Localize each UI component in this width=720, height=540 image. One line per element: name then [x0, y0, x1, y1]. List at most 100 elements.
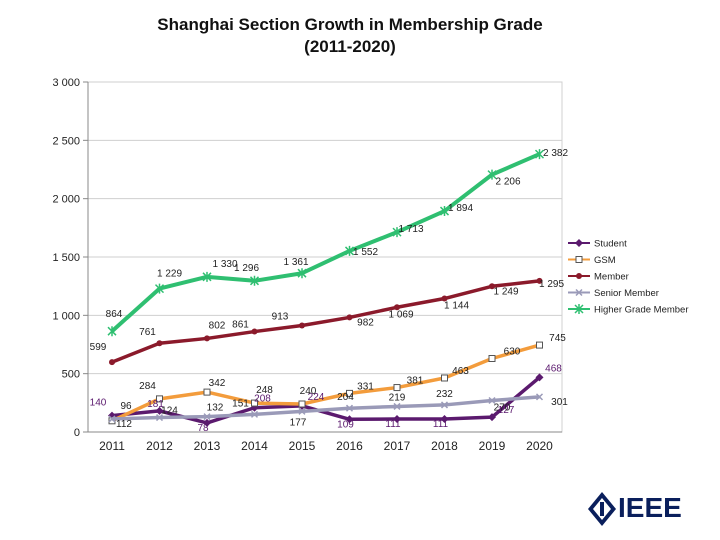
- series-lines: [107, 149, 545, 427]
- data-label: 2 382: [543, 148, 568, 159]
- data-label: 181: [147, 399, 164, 410]
- data-point: [156, 340, 163, 347]
- data-point: [251, 399, 258, 407]
- data-point: [156, 395, 163, 403]
- x-tick-label: 2013: [194, 439, 221, 453]
- ieee-logo-icon: [588, 492, 616, 526]
- data-label: 463: [452, 366, 469, 377]
- series-member: [109, 277, 543, 366]
- data-labels: 140 181 78 208 224 109 111 111 127 468 96 284 342 248…: [90, 148, 569, 434]
- data-label: 232: [436, 389, 453, 400]
- data-label: 124: [161, 406, 178, 417]
- data-label: 127: [498, 405, 515, 416]
- data-label: 270: [494, 403, 511, 414]
- chart-title-line1: Shanghai Section Growth in Membership Gr…: [157, 15, 543, 34]
- data-point: [574, 304, 584, 314]
- legend-label: GSM: [594, 255, 616, 266]
- data-point: [393, 415, 401, 424]
- data-label: 913: [272, 311, 289, 322]
- data-label: 745: [549, 333, 566, 344]
- data-label: 78: [197, 423, 209, 434]
- data-point: [298, 400, 306, 408]
- data-point: [535, 373, 544, 382]
- data-label: 1 894: [448, 203, 473, 214]
- data-point: [345, 404, 354, 412]
- chart-title: Shanghai Section Growth in Membership Gr…: [100, 14, 600, 58]
- y-tick-label: 2 000: [52, 194, 80, 206]
- data-label: 224: [308, 392, 325, 403]
- y-tick-label: 2 500: [52, 135, 80, 147]
- data-point: [488, 413, 496, 422]
- data-label: 1 330: [212, 259, 237, 270]
- legend-label: Higher Grade Member: [594, 305, 689, 316]
- data-label: 1 249: [493, 286, 518, 297]
- data-point: [575, 239, 583, 247]
- legend-label: Member: [594, 272, 629, 283]
- data-label: 151: [232, 398, 249, 409]
- data-label: 248: [256, 385, 273, 396]
- data-point: [440, 415, 449, 424]
- data-label: 381: [407, 376, 424, 387]
- data-label: 630: [504, 347, 521, 358]
- data-point: [344, 245, 355, 256]
- data-point: [575, 288, 583, 297]
- data-label: 1 296: [234, 263, 259, 274]
- ieee-logo-text: IEEE: [618, 492, 682, 523]
- data-label: 219: [389, 392, 406, 403]
- data-point: [392, 227, 402, 238]
- data-label: 177: [290, 417, 307, 428]
- legend-label: Student: [594, 239, 627, 250]
- data-point: [441, 374, 448, 382]
- data-label: 284: [139, 381, 156, 392]
- x-tick-label: 2017: [384, 439, 411, 453]
- data-point: [299, 322, 305, 329]
- data-point: [249, 275, 260, 286]
- series-line: [111, 343, 540, 423]
- data-point: [489, 283, 495, 290]
- data-label: 1 361: [283, 257, 308, 268]
- data-point: [204, 335, 210, 342]
- data-point: [346, 389, 353, 397]
- data-label: 111: [433, 419, 449, 430]
- data-point: [202, 271, 212, 282]
- data-point: [575, 256, 583, 263]
- series-line: [111, 279, 540, 364]
- data-label: 1 229: [157, 269, 182, 280]
- data-point: [345, 415, 354, 424]
- legend-item: Senior Member: [568, 288, 659, 299]
- chart-title-line2: (2011-2020): [304, 37, 396, 56]
- series-higher-grade-member: [107, 149, 545, 337]
- data-label: 2 206: [495, 177, 520, 188]
- data-point: [393, 384, 401, 392]
- data-label: 208: [254, 394, 271, 405]
- data-label: 1 713: [398, 224, 423, 235]
- data-label: 864: [106, 309, 123, 320]
- data-point: [576, 273, 582, 279]
- data-label: 132: [207, 403, 224, 414]
- data-label: 1 552: [353, 247, 378, 258]
- data-label: 204: [337, 392, 354, 403]
- series-gsm: [108, 341, 543, 425]
- data-label: 240: [300, 386, 317, 397]
- data-point: [155, 406, 164, 415]
- data-point: [441, 295, 448, 302]
- data-label: 342: [209, 378, 226, 389]
- y-tick-label: 500: [62, 369, 80, 381]
- x-tick-label: 2011: [99, 439, 125, 453]
- data-point: [203, 413, 211, 421]
- legend-item: GSM: [568, 255, 616, 266]
- data-label: 301: [551, 397, 568, 408]
- y-tick-label: 3 000: [52, 77, 80, 89]
- legend-label: Senior Member: [594, 288, 659, 299]
- data-point: [394, 304, 400, 311]
- x-tick-label: 2012: [146, 439, 173, 453]
- data-point: [297, 268, 307, 279]
- data-point: [108, 415, 116, 423]
- data-label: 140: [90, 398, 107, 409]
- data-label: 468: [545, 363, 562, 374]
- data-point: [440, 401, 449, 409]
- data-point: [109, 359, 115, 366]
- series-line: [111, 395, 540, 421]
- data-label: 96: [120, 401, 132, 412]
